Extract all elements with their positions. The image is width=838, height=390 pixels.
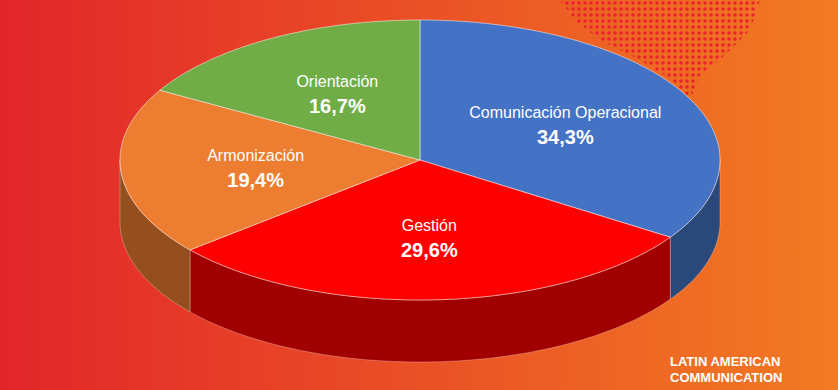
category-label: Armonización bbox=[207, 147, 304, 164]
labels: Comunicación Operacional 34,3% Gestión 29,6… bbox=[207, 73, 661, 261]
category-label: Gestión bbox=[402, 217, 457, 234]
slice bbox=[190, 160, 670, 300]
data-label: 16,7% bbox=[309, 95, 366, 117]
chart: Comunicación Operacional 34,3% Gestión 29,6… bbox=[0, 0, 838, 390]
background bbox=[0, 0, 838, 390]
data-label: 29,6% bbox=[401, 239, 458, 261]
annotation: COMMUNICATION bbox=[670, 370, 782, 385]
category-label: Comunicación Operacional bbox=[469, 104, 661, 121]
annotation: LATIN AMERICAN bbox=[670, 354, 781, 369]
slice bbox=[160, 20, 420, 160]
data-label: 19,4% bbox=[227, 169, 284, 191]
data-label: 34,3% bbox=[537, 126, 594, 148]
category-label: Orientación bbox=[296, 73, 378, 90]
pie bbox=[120, 20, 720, 362]
